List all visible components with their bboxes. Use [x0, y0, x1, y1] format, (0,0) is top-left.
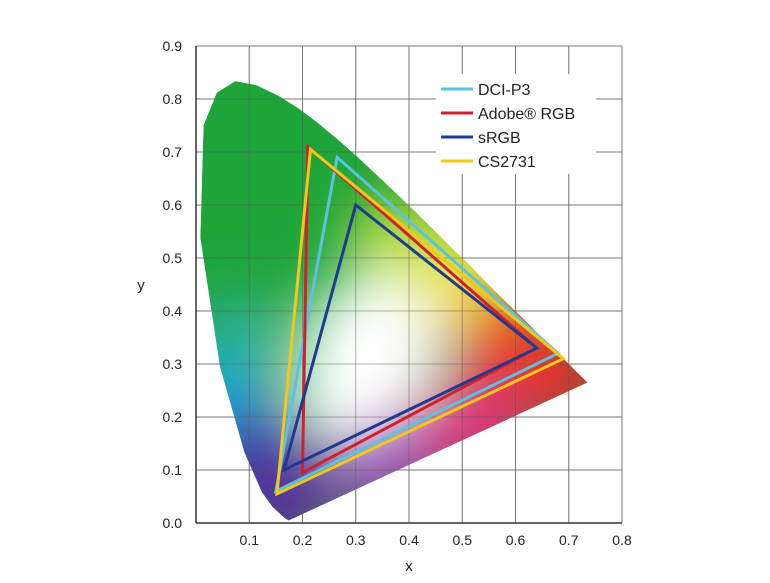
- y-tick-label: 0.1: [163, 462, 183, 478]
- y-tick-label: 0.3: [163, 356, 183, 372]
- gamut-dci-p3: [273, 154, 561, 494]
- y-tick-label: 0.9: [163, 38, 183, 54]
- gamut-adobe-rgb: [300, 143, 540, 476]
- axes: 0.1 0.2 0.3 0.4 0.5 0.6 0.7 0.8 0.0 0.1 0.2 0.3 0.4 0…: [163, 38, 632, 548]
- y-tick-label: 0.7: [163, 144, 183, 160]
- gamut-cs2731: [275, 146, 567, 497]
- gamut-srgb: [281, 202, 540, 473]
- legend-label: sRGB: [478, 130, 521, 147]
- legend: DCI-P3 Adobe® RGB sRGB CS2731: [436, 74, 596, 174]
- gamut-triangles: [273, 143, 567, 497]
- x-tick-label: 0.3: [346, 532, 366, 548]
- y-tick-label: 0.4: [163, 303, 183, 319]
- x-tick-label: 0.4: [399, 532, 419, 548]
- y-tick-label: 0.6: [163, 197, 183, 213]
- y-tick-label: 0.8: [163, 91, 183, 107]
- color-blob: [348, 197, 449, 298]
- x-tick-label: 0.7: [559, 532, 579, 548]
- x-tick-label: 0.6: [506, 532, 526, 548]
- x-tick-label: 0.1: [240, 532, 260, 548]
- x-axis-label: x: [405, 558, 413, 575]
- color-blob: [295, 340, 396, 441]
- legend-label: Adobe® RGB: [478, 106, 575, 123]
- legend-background: [436, 74, 596, 174]
- y-tick-label: 0.5: [163, 250, 183, 266]
- y-axis-label: y: [137, 277, 145, 294]
- legend-label: DCI-P3: [478, 82, 531, 99]
- x-tick-label: 0.2: [293, 532, 313, 548]
- x-tick-label: 0.8: [612, 532, 632, 548]
- legend-label: CS2731: [478, 154, 536, 171]
- y-tick-label: 0.2: [163, 409, 183, 425]
- color-blob: [200, 297, 279, 378]
- y-tick-label: 0.0: [163, 515, 183, 531]
- x-tick-label: 0.5: [453, 532, 473, 548]
